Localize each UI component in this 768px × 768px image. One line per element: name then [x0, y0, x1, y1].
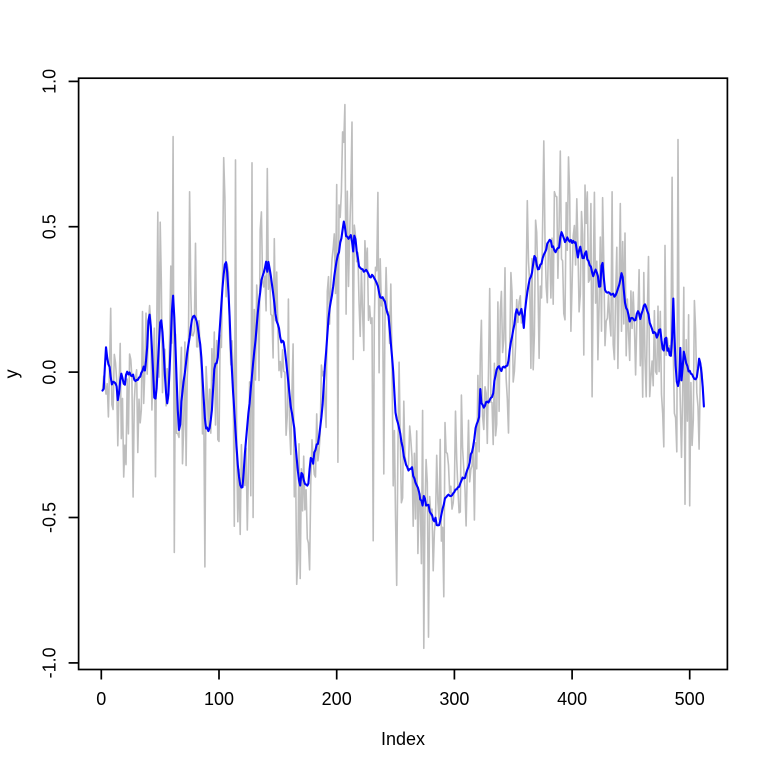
svg-text:1.0: 1.0 [40, 69, 60, 94]
svg-text:Index: Index [381, 729, 425, 749]
svg-text:-1.0: -1.0 [40, 647, 60, 678]
svg-text:0: 0 [96, 689, 106, 709]
svg-text:200: 200 [322, 689, 352, 709]
svg-text:-0.5: -0.5 [40, 502, 60, 533]
svg-text:400: 400 [557, 689, 587, 709]
svg-text:100: 100 [204, 689, 234, 709]
svg-text:500: 500 [675, 689, 705, 709]
svg-text:0.0: 0.0 [40, 360, 60, 385]
svg-text:y: y [2, 369, 22, 378]
svg-text:300: 300 [439, 689, 469, 709]
svg-text:0.5: 0.5 [40, 214, 60, 239]
